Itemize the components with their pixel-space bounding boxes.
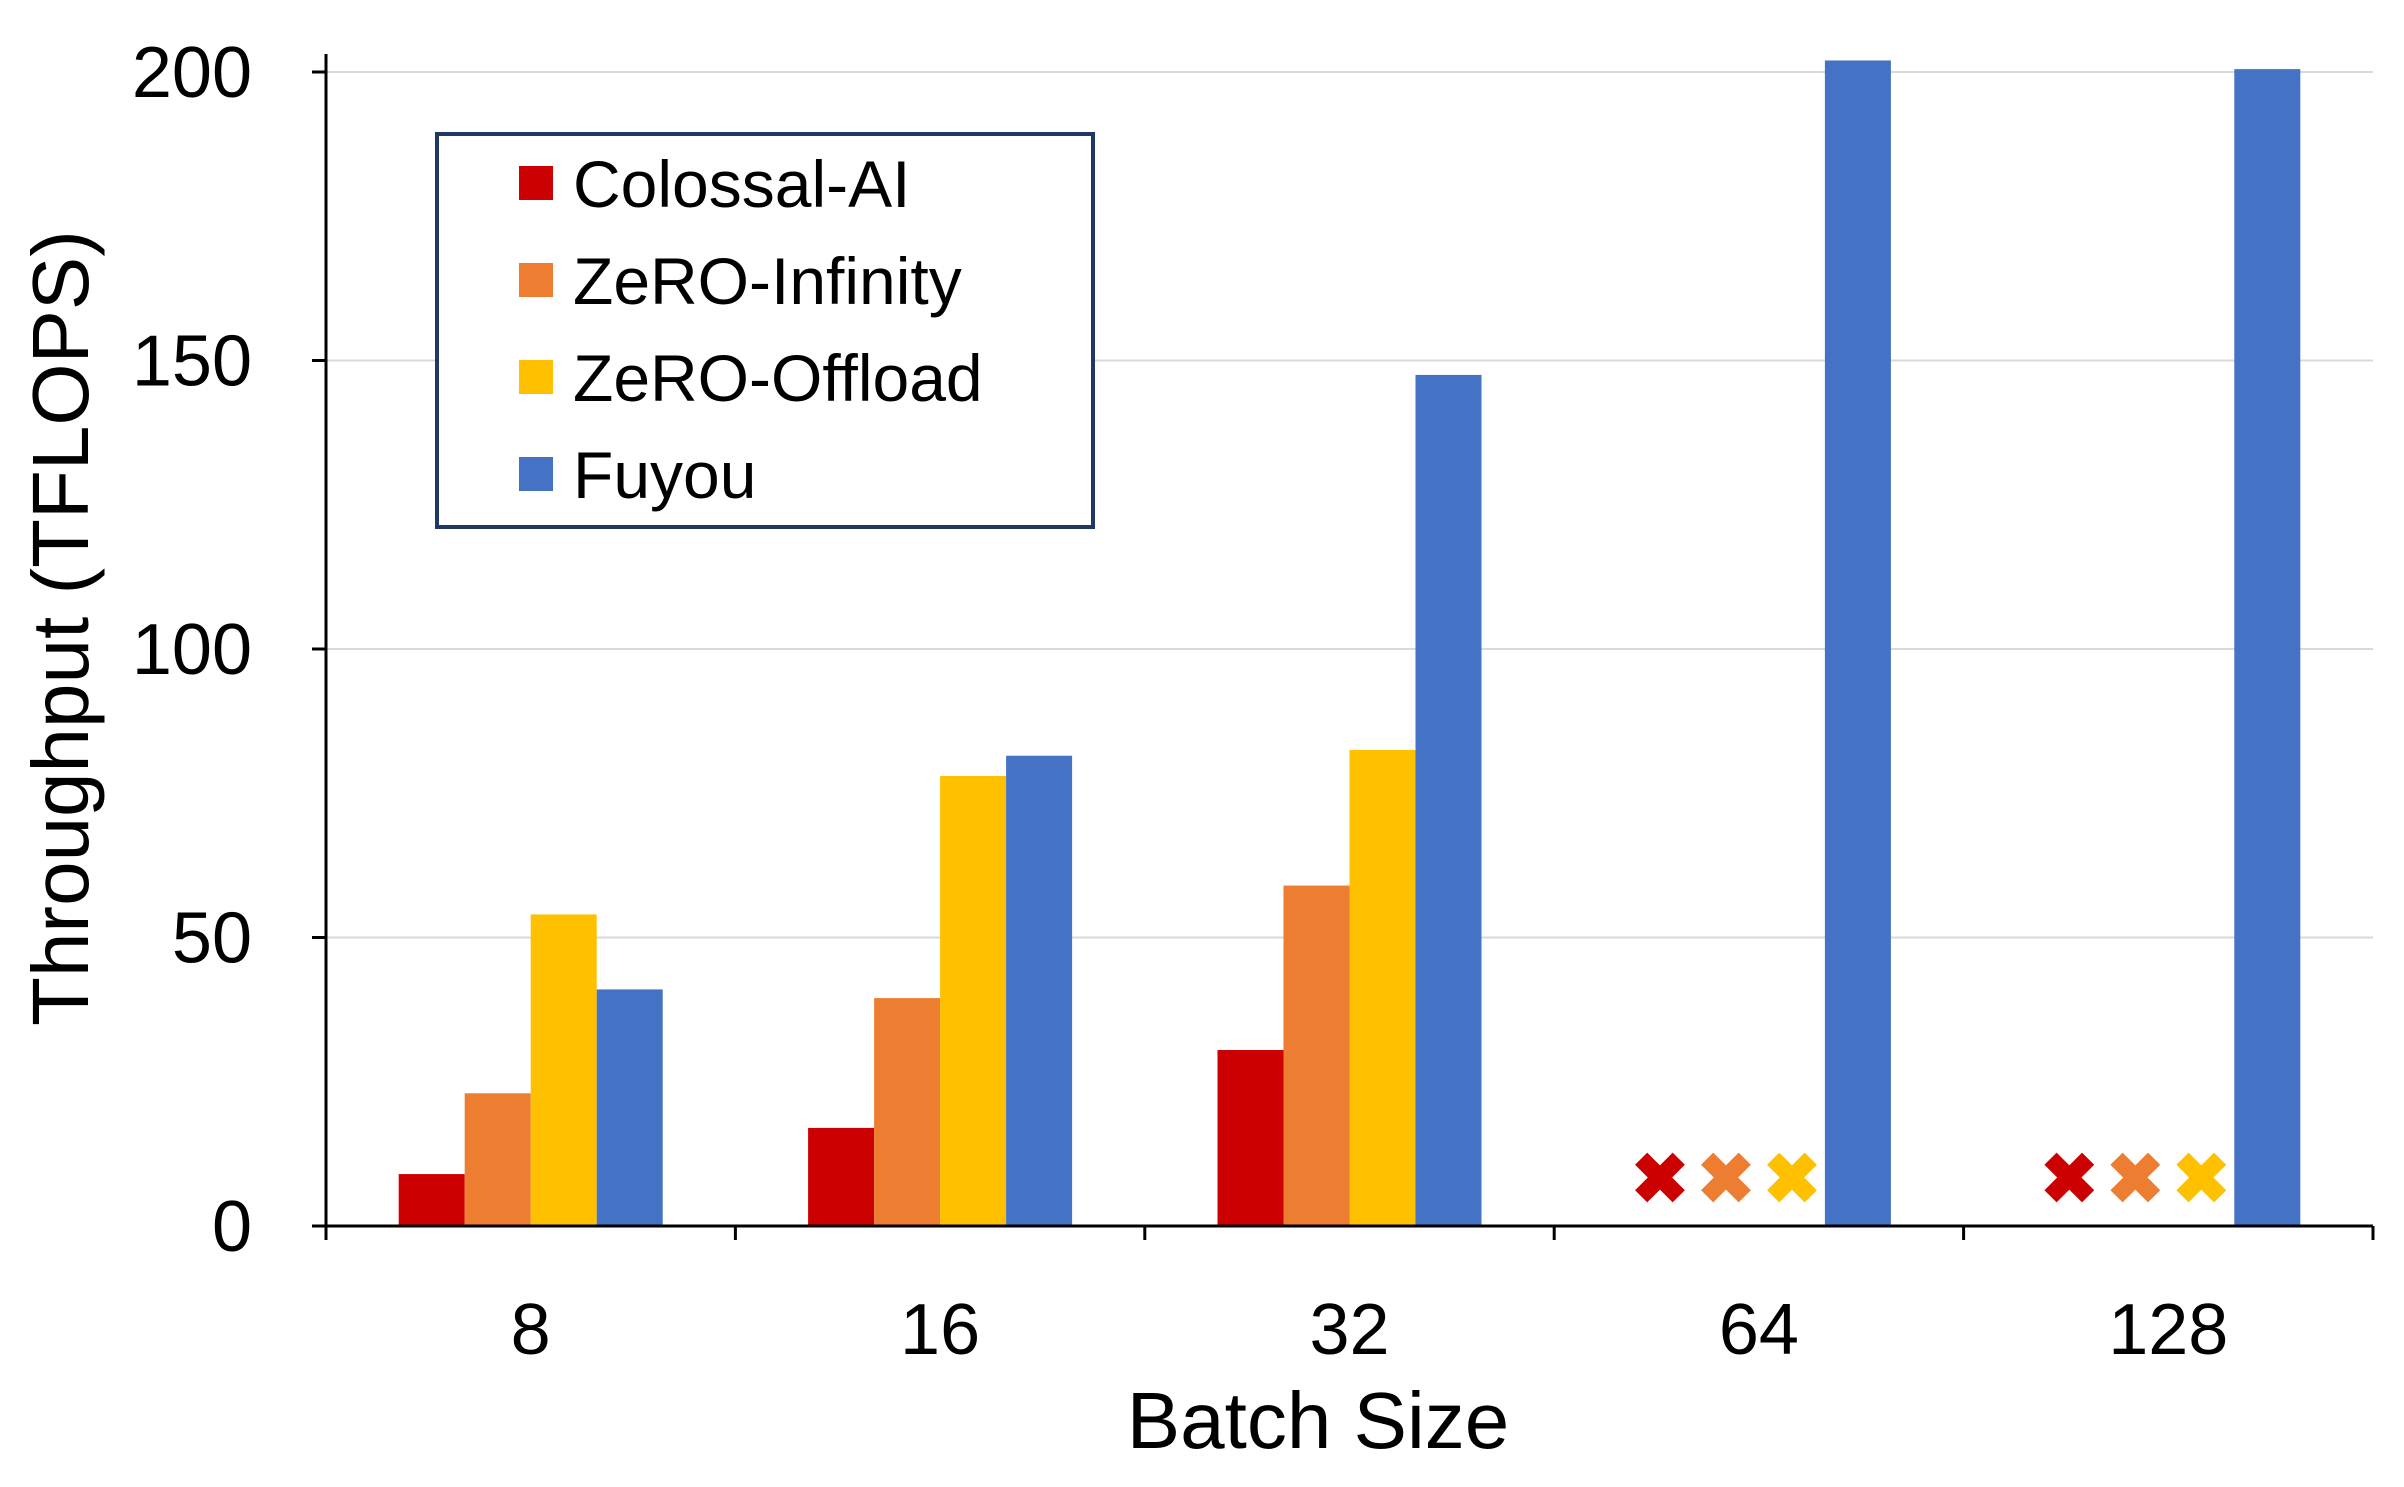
failed-marker: ✖ [1631,1140,1690,1218]
bar [398,1174,465,1226]
x-axis-label: Batch Size [1127,1376,1509,1465]
bar [808,1127,875,1226]
legend-swatch [519,360,553,394]
bar [1349,749,1416,1226]
failed-marker: ✖ [1763,1140,1822,1218]
bar [1283,885,1350,1226]
legend-label: Fuyou [573,438,756,512]
legend-swatch [519,457,553,491]
legend-label: ZeRO-Infinity [573,244,962,318]
bar [2234,69,2301,1227]
bar [1217,1050,1284,1226]
bar [1006,755,1073,1226]
y-tick-label: 0 [212,1187,252,1267]
x-tick-label: 64 [1719,1290,1799,1370]
x-tick-label: 8 [511,1290,551,1370]
failed-marker: ✖ [2040,1140,2099,1218]
legend-label: ZeRO-Offload [573,341,983,415]
y-tick-label: 50 [172,899,252,979]
tick-labels: 0 50 100 150 200 8 16 32 64 128 [132,33,2229,1370]
bar [940,775,1007,1226]
bars: ✖ ✖ ✖ ✖ ✖ ✖ [398,60,2301,1227]
failed-marker: ✖ [2106,1140,2165,1218]
x-tick-label: 32 [1309,1290,1389,1370]
bar [1415,374,1482,1226]
bar [464,1093,531,1226]
x-tick-label: 16 [900,1290,980,1370]
legend-swatch [519,263,553,297]
legend: Colossal-AI ZeRO-Infinity ZeRO-Offload Fuyo… [435,132,1095,529]
y-tick-label: 100 [132,610,252,690]
x-tick-label: 128 [2108,1290,2228,1370]
y-axis-label: Throughput (TFLOPS) [16,230,105,1026]
bar [530,914,597,1226]
y-tick-label: 200 [132,33,252,113]
bar [874,998,941,1226]
legend-label: Colossal-AI [573,147,910,221]
bar [1824,60,1891,1227]
failed-marker: ✖ [2172,1140,2231,1218]
axes [312,54,2375,1240]
y-tick-label: 150 [132,322,252,402]
bar [596,989,663,1226]
failed-marker: ✖ [1697,1140,1756,1218]
legend-swatch [519,166,553,200]
